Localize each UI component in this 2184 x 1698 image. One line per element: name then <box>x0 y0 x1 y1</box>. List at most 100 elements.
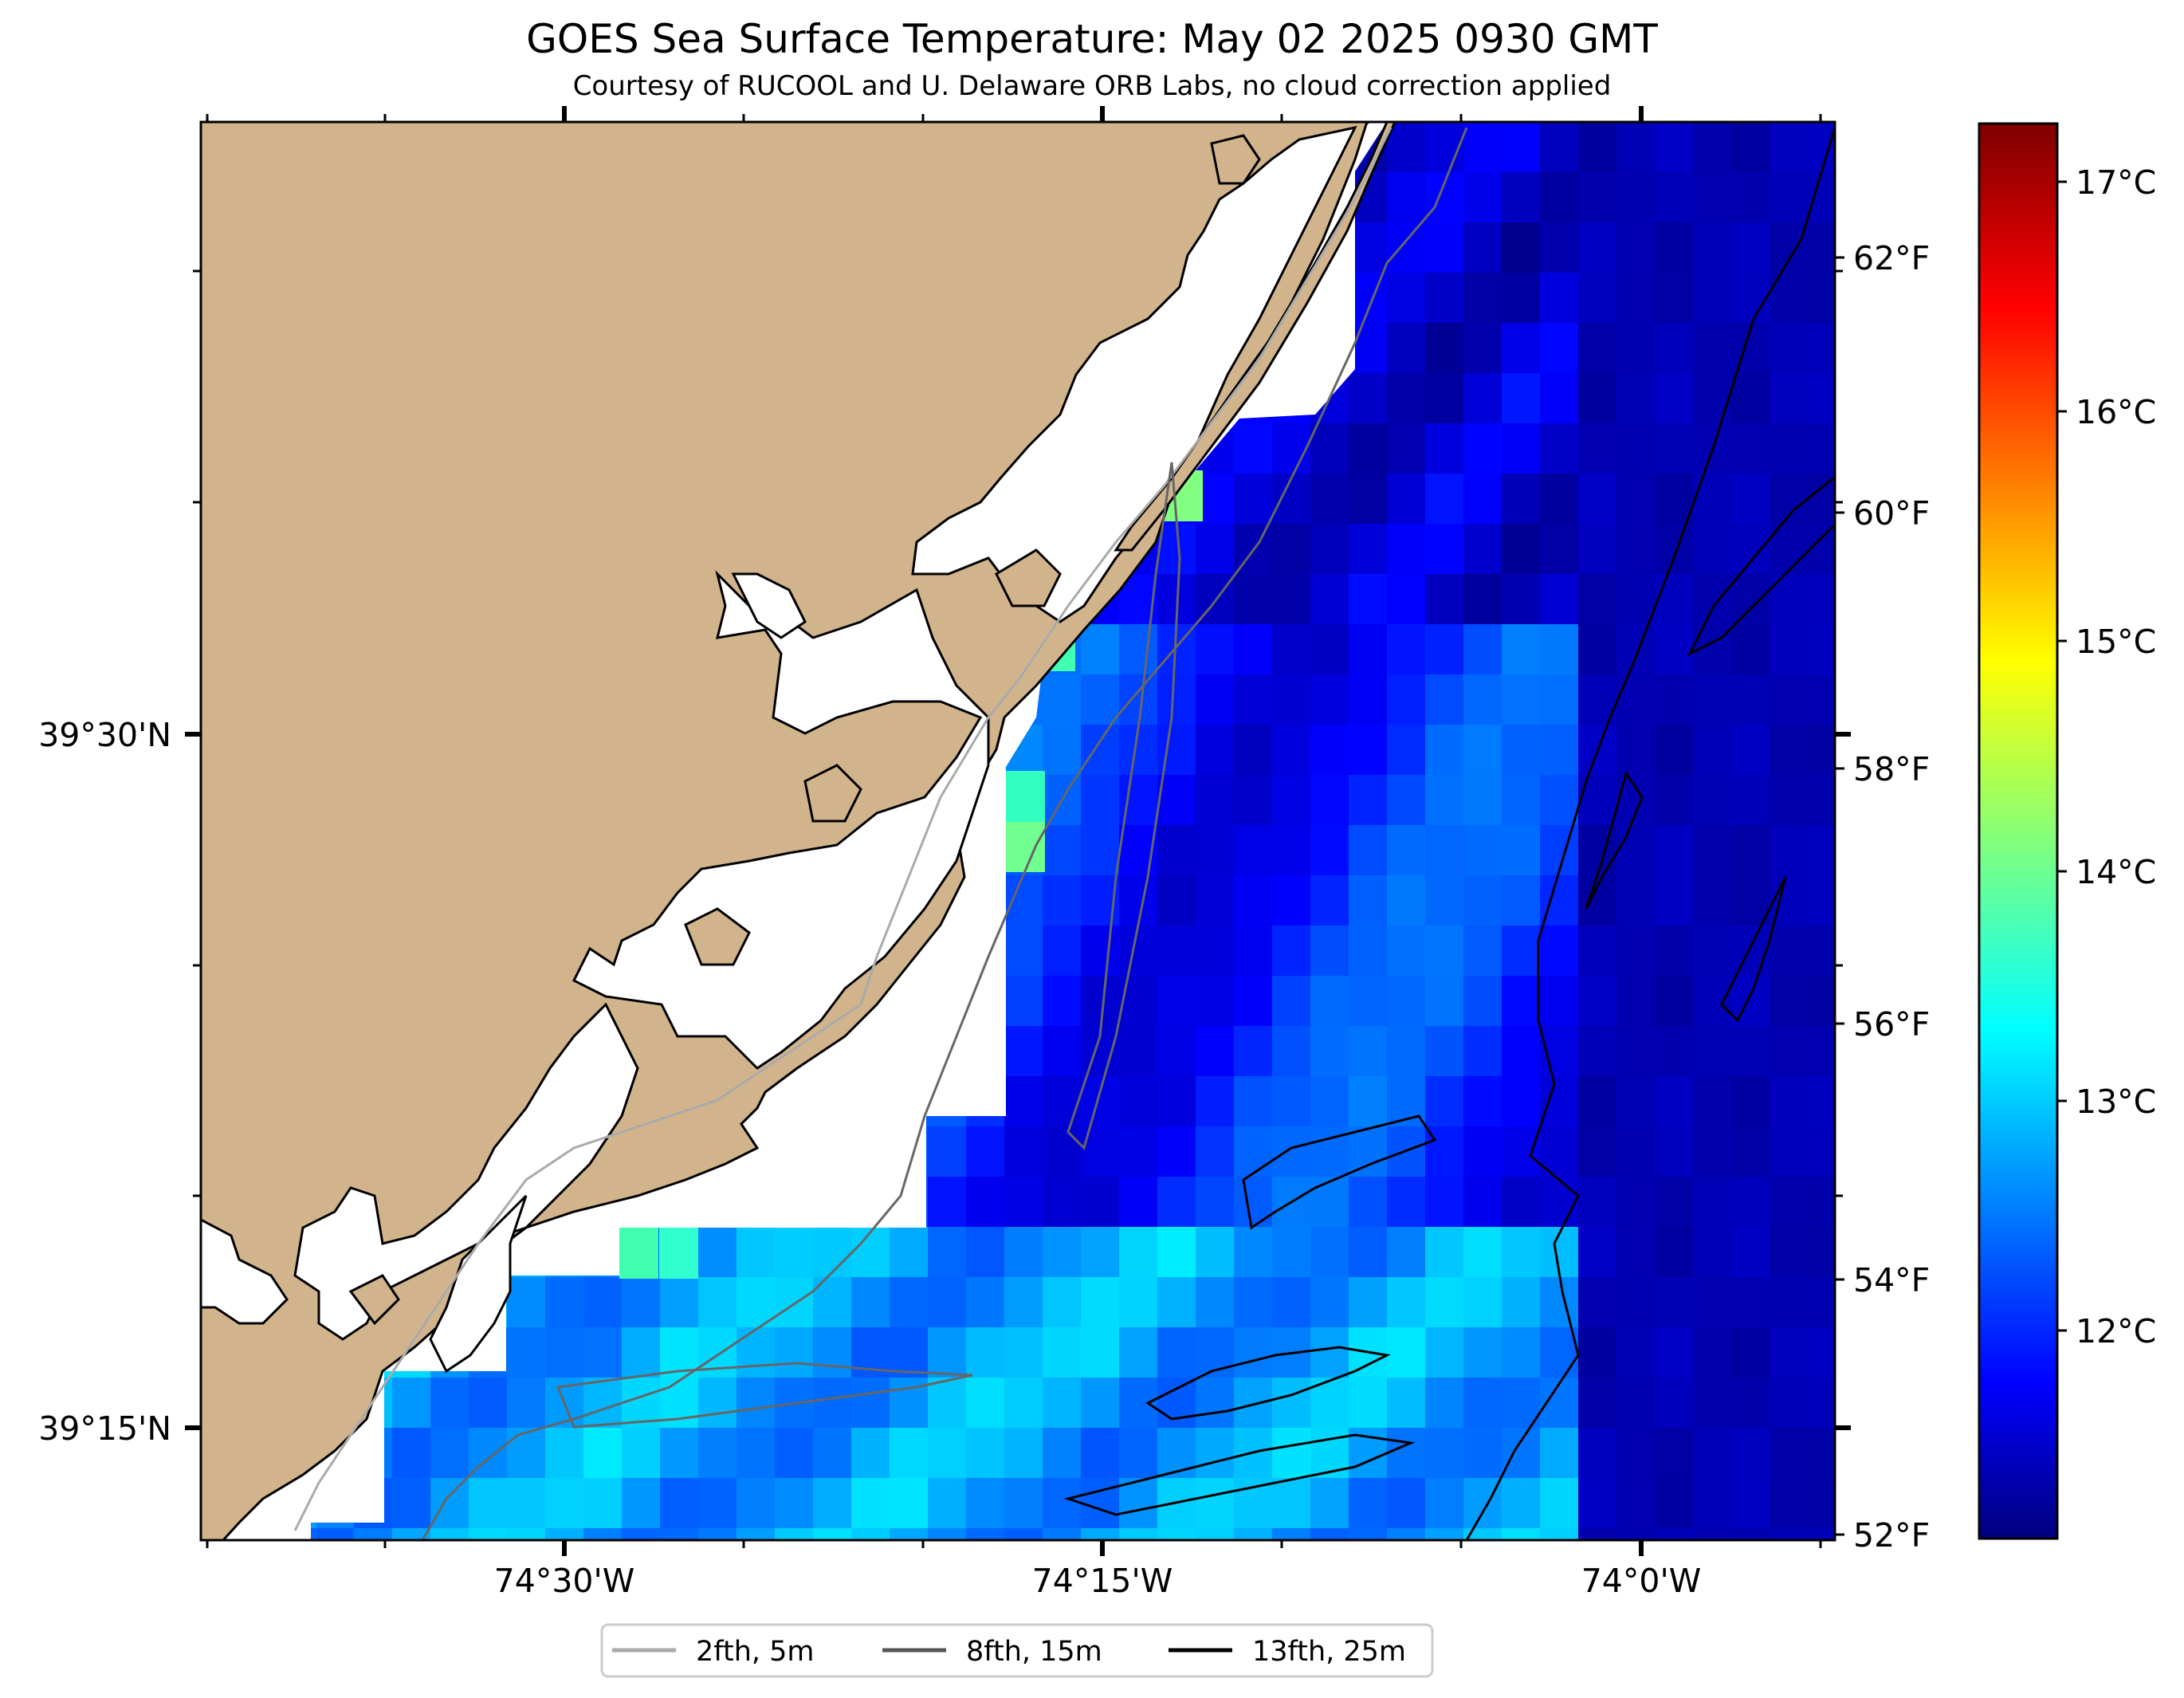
sst-cell <box>1693 1378 1732 1429</box>
sst-cell <box>1463 725 1502 776</box>
sst-cell <box>1272 1378 1311 1429</box>
sst-cell <box>1502 1478 1541 1529</box>
sst-cell <box>1502 1528 1541 1540</box>
sst-cell <box>469 1528 508 1540</box>
sst-cell <box>928 1528 967 1540</box>
sst-cell <box>1234 1076 1273 1127</box>
sst-cell <box>1004 1076 1043 1127</box>
sst-cell <box>1578 524 1617 575</box>
sst-cell <box>1157 976 1196 1027</box>
sst-cell <box>1349 775 1388 826</box>
sst-cell <box>1425 1528 1464 1540</box>
sst-cell <box>1540 373 1579 424</box>
sst-cell <box>1731 1227 1770 1278</box>
sst-cell <box>1310 423 1349 474</box>
sst-cell <box>737 1428 776 1479</box>
sst-cell <box>1655 122 1694 173</box>
sst-cell <box>1387 1327 1426 1378</box>
sst-cell <box>1655 1478 1694 1529</box>
sst-cell <box>1655 1076 1694 1127</box>
map-subtitle: Courtesy of RUCOOL and U. Delaware ORB L… <box>572 70 1612 102</box>
sst-cell <box>1808 524 1835 575</box>
sst-cell <box>1387 122 1426 173</box>
sst-cell <box>1425 1026 1464 1077</box>
sst-cell <box>507 1478 546 1529</box>
sst-cell <box>1043 825 1082 876</box>
sst-cell <box>1693 524 1732 575</box>
sst-cell <box>1349 1026 1388 1077</box>
sst-cell <box>1731 524 1770 575</box>
sst-cell <box>1272 1478 1311 1529</box>
sst-cell <box>1196 1076 1235 1127</box>
sst-cell <box>1006 821 1045 872</box>
sst-cell <box>1310 1177 1349 1228</box>
sst-cell <box>392 1478 431 1529</box>
sst-cell <box>1234 725 1273 776</box>
sst-cell <box>1081 1528 1120 1540</box>
sst-cell <box>1502 1327 1541 1378</box>
sst-cell <box>430 1428 469 1479</box>
sst-cell <box>1004 1378 1043 1429</box>
sst-cell <box>1234 1126 1273 1177</box>
sst-cell <box>1463 926 1502 977</box>
sst-cell <box>698 1428 737 1479</box>
sst-cell <box>1272 1126 1311 1177</box>
sst-cell <box>1578 926 1617 977</box>
sst-cell <box>1655 1327 1694 1378</box>
sst-cell <box>1425 875 1464 926</box>
sst-cell <box>1770 222 1809 273</box>
sst-cell <box>1770 976 1809 1027</box>
isobath-25m-shoal <box>1145 1346 1391 1421</box>
isobath-25m <box>1465 127 1835 1540</box>
sst-cell <box>1502 725 1541 776</box>
sst-cell <box>1310 875 1349 926</box>
sst-cell <box>1463 1428 1502 1479</box>
sst-cell <box>1043 1026 1082 1077</box>
sst-cell <box>1234 574 1273 625</box>
sst-cell <box>1578 574 1617 625</box>
sst-cell <box>1616 624 1656 675</box>
sst-cell <box>1310 1026 1349 1077</box>
sst-cell <box>583 1478 623 1529</box>
sst-cell <box>1655 1177 1694 1228</box>
sst-cell <box>1693 474 1732 525</box>
celsius-label: 12°C <box>2076 1312 2156 1350</box>
sst-cell <box>1502 574 1541 625</box>
sst-cell <box>1387 976 1426 1027</box>
sst-cell <box>1310 926 1349 977</box>
sst-cell <box>1578 875 1617 926</box>
sst-cell <box>1081 1076 1120 1127</box>
fahrenheit-label: 58°F <box>1853 750 1930 788</box>
sst-cell <box>1349 1528 1388 1540</box>
sst-cell <box>1808 1277 1835 1328</box>
sst-cell <box>1616 122 1656 173</box>
sst-cell <box>1578 474 1617 525</box>
sst-cell <box>966 1378 1005 1429</box>
sst-cell <box>1310 624 1349 675</box>
sst-cell <box>1349 624 1388 675</box>
sst-cell <box>1387 674 1426 725</box>
sst-cell <box>1731 273 1770 324</box>
sst-cell <box>1693 574 1732 625</box>
sst-cell <box>1655 624 1694 675</box>
sst-cell <box>1310 1227 1349 1278</box>
sst-cell <box>1272 1277 1311 1328</box>
sst-cell <box>1004 976 1043 1027</box>
sst-cell <box>1693 373 1732 424</box>
longitude-label: 74°30'W <box>494 1562 635 1600</box>
sst-cell <box>1731 1277 1770 1328</box>
sst-cell <box>1693 775 1732 826</box>
sst-cell <box>1770 1026 1809 1077</box>
sst-cell <box>1387 373 1426 424</box>
sst-cell <box>1578 775 1617 826</box>
sst-cell <box>469 1478 508 1529</box>
sst-cell <box>1655 926 1694 977</box>
sst-cell <box>851 1528 890 1540</box>
sst-cell <box>1578 674 1617 725</box>
sst-cell <box>1196 875 1235 926</box>
sst-cell <box>1196 1177 1235 1228</box>
sst-cell <box>928 1378 967 1429</box>
sst-cell <box>1387 1428 1426 1479</box>
sst-cell <box>1310 474 1349 525</box>
